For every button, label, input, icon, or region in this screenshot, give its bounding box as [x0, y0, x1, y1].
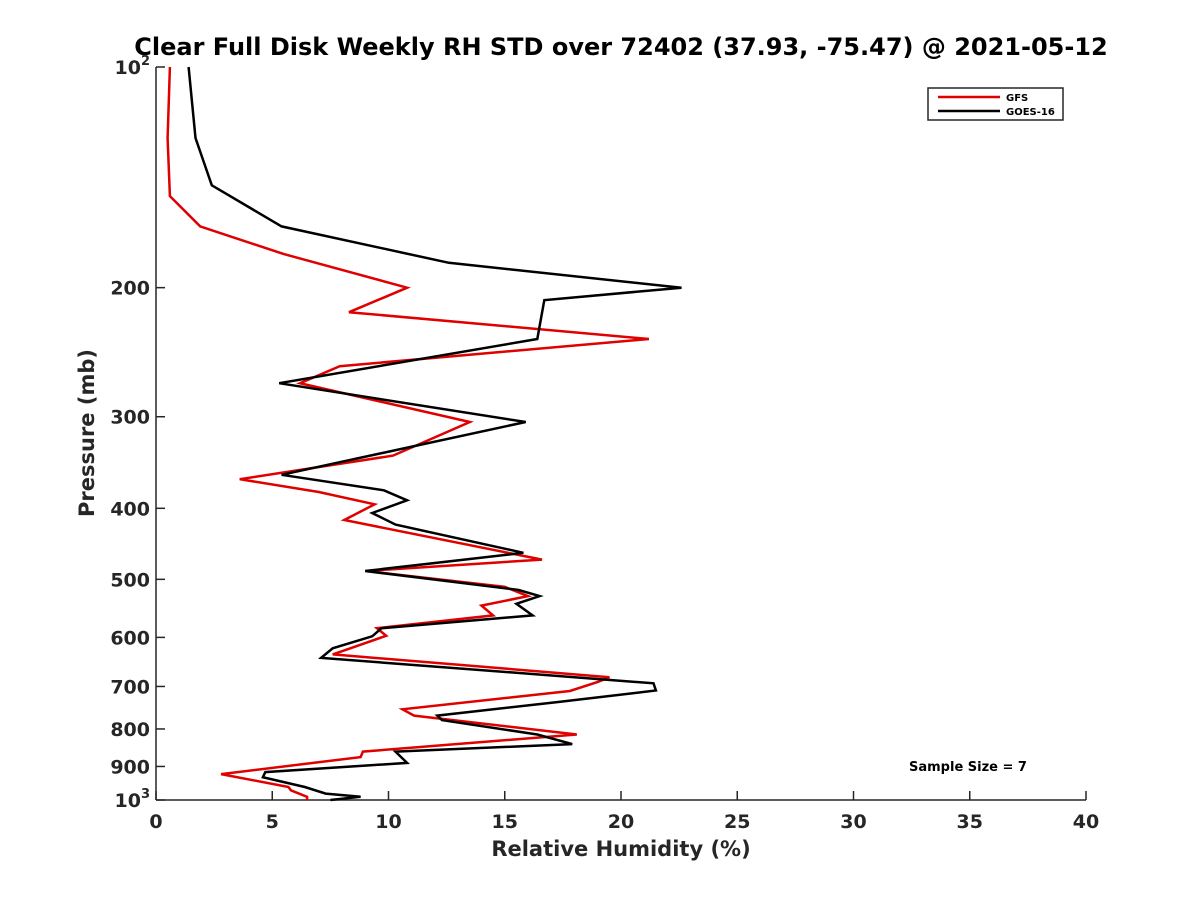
legend-label-gfs: GFS: [1006, 93, 1028, 104]
y-tick-label: 600: [110, 627, 150, 649]
sample-size-annotation: Sample Size = 7: [909, 760, 1027, 775]
x-tick-label: 20: [608, 811, 634, 833]
x-tick-label: 0: [149, 811, 162, 833]
y-axis-label: Pressure (mb): [75, 349, 99, 517]
y-ticks: 102 200 300 400 500 600 700 800 900 103: [110, 54, 165, 812]
y-tick-label: 400: [110, 498, 150, 520]
legend-box: [927, 87, 1064, 121]
y-tick-label: 900: [110, 756, 150, 778]
series-line-goes16: [187, 66, 682, 802]
y-tick-label: 700: [110, 676, 150, 698]
y-tick-label: 800: [110, 719, 150, 741]
x-tick-label: 25: [724, 811, 750, 833]
x-tick-label: 40: [1073, 811, 1099, 833]
x-tick-label: 5: [266, 811, 279, 833]
y-tick-label: 200: [110, 278, 150, 300]
chart-title: Clear Full Disk Weekly RH STD over 72402…: [134, 33, 1107, 61]
series-group: [166, 66, 682, 802]
x-axis-label: Relative Humidity (%): [491, 837, 750, 861]
legend-label-goes16: GOES-16: [1006, 107, 1055, 118]
x-tick-label: 35: [957, 811, 983, 833]
x-tick-label: 15: [492, 811, 518, 833]
y-tick-label: 102: [115, 54, 151, 79]
y-tick-label: 300: [110, 407, 150, 429]
series-line-gfs: [166, 66, 650, 800]
y-tick-label: 500: [110, 569, 150, 591]
x-tick-label: 30: [840, 811, 866, 833]
axes: [155, 67, 1086, 801]
x-tick-label: 10: [375, 811, 401, 833]
x-ticks: 0 5 10 15 20 25 30 35 40: [149, 791, 1099, 833]
y-tick-label: 103: [115, 787, 151, 812]
legend: GFS GOES-16: [927, 87, 1064, 121]
